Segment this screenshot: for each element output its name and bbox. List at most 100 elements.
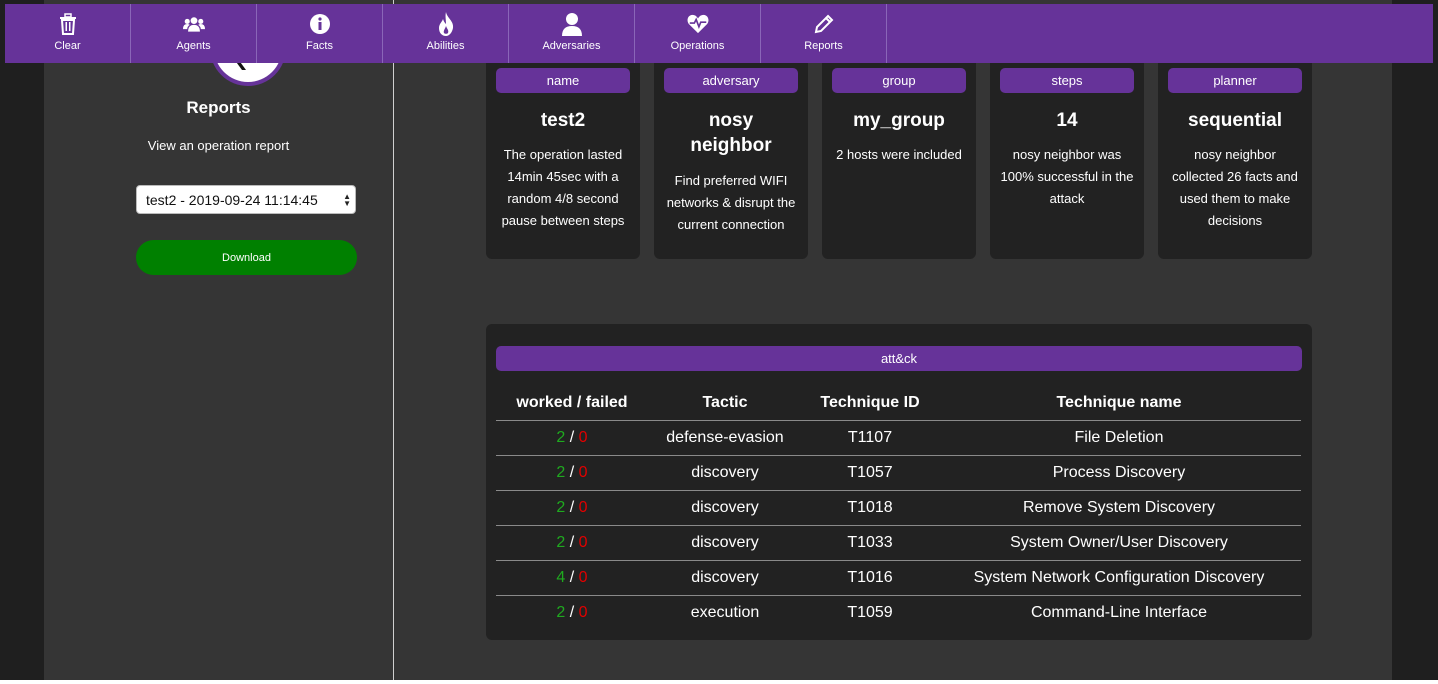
adversary-card: adversary nosy neighbor Find preferred W…	[654, 58, 808, 259]
col-header-technique-name: Technique name	[1056, 394, 1182, 411]
page-margin-left	[0, 0, 44, 684]
pencil-icon	[813, 13, 835, 35]
info-icon	[309, 13, 331, 35]
tactic-cell: discovery	[691, 499, 759, 516]
tactic-cell: execution	[690, 604, 760, 621]
nav-clear[interactable]: Clear	[5, 4, 131, 63]
report-select[interactable]: test2 - 2019-09-24 11:14:45 ▲ ▼	[136, 185, 356, 214]
failed-count: 0	[578, 604, 588, 621]
card-value: sequential	[1188, 110, 1282, 131]
col-header-tactic: Tactic	[702, 394, 748, 411]
page-subtitle: View an operation report	[147, 138, 290, 153]
tactic-cell: discovery	[691, 464, 759, 481]
tactic-cell: discovery	[691, 534, 759, 551]
count-separator: /	[569, 569, 575, 586]
technique-id-cell: T1033	[847, 534, 893, 551]
card-tag: adversary	[664, 68, 798, 93]
worked-count: 2	[556, 464, 566, 481]
count-separator: /	[569, 429, 575, 446]
worked-count: 2	[556, 534, 566, 551]
card-description: 2 hosts were included	[836, 147, 962, 162]
sidebar-divider	[393, 0, 394, 684]
group-card: group my_group 2 hosts were included	[822, 58, 976, 259]
planner-card: planner sequential nosy neighbor collect…	[1158, 58, 1312, 259]
worked-count: 2	[556, 604, 566, 621]
col-header-worked-failed: worked / failed	[516, 394, 628, 411]
worked-count: 4	[556, 569, 566, 586]
worked-failed-cell: 2 / 0	[496, 534, 648, 552]
technique-name-cell: File Deletion	[1074, 429, 1164, 446]
nav-operations[interactable]: Operations	[635, 4, 761, 63]
technique-name-cell: System Owner/User Discovery	[1010, 534, 1228, 551]
nav-reports[interactable]: Reports	[761, 4, 887, 63]
nav-abilities[interactable]: Abilities	[383, 4, 509, 63]
worked-failed-cell: 2 / 0	[496, 464, 648, 482]
nav-label: Facts	[306, 40, 333, 52]
nav-label: Clear	[54, 40, 81, 52]
worked-failed-cell: 2 / 0	[496, 499, 648, 517]
sidebar	[44, 0, 393, 684]
nav-facts[interactable]: Facts	[257, 4, 383, 63]
worked-count: 2	[556, 499, 566, 516]
technique-id-cell: T1057	[847, 464, 893, 481]
user-icon	[561, 13, 583, 36]
count-separator: /	[569, 464, 575, 481]
technique-name-cell: Process Discovery	[1052, 464, 1186, 481]
nav-label: Abilities	[426, 40, 465, 52]
table-row: 2 / 0 execution T1059 Command-Line Inter…	[496, 595, 1301, 631]
report-select-value: test2 - 2019-09-24 11:14:45	[146, 192, 318, 208]
name-card: name test2 The operation lasted 14min 45…	[486, 58, 640, 259]
card-description: nosy neighbor was 100% successful in the…	[1000, 147, 1134, 206]
nav-adversaries[interactable]: Adversaries	[509, 4, 635, 63]
worked-count: 2	[556, 429, 566, 446]
card-value: 14	[1056, 110, 1078, 131]
nav-label: Operations	[670, 40, 725, 52]
table-row: 2 / 0 defense-evasion T1107 File Deletio…	[496, 420, 1301, 456]
card-tag: group	[832, 68, 966, 93]
technique-id-cell: T1016	[847, 569, 893, 586]
card-description: Find preferred WIFI networks & disrupt t…	[666, 173, 796, 232]
failed-count: 0	[578, 534, 588, 551]
table-row: 4 / 0 discovery T1016 System Network Con…	[496, 560, 1301, 596]
fire-icon	[435, 12, 457, 36]
worked-failed-cell: 2 / 0	[496, 604, 648, 622]
count-separator: /	[569, 534, 575, 551]
card-value: nosy neighbor	[690, 110, 772, 156]
table-row: 2 / 0 discovery T1057 Process Discovery	[496, 455, 1301, 491]
tactic-cell: discovery	[691, 569, 759, 586]
technique-id-cell: T1018	[847, 499, 893, 516]
count-separator: /	[569, 499, 575, 516]
steps-card: steps 14 nosy neighbor was 100% successf…	[990, 58, 1144, 259]
card-value: my_group	[853, 110, 945, 131]
heartbeat-icon	[687, 13, 709, 35]
card-value: test2	[540, 110, 586, 131]
count-separator: /	[569, 604, 575, 621]
technique-name-cell: Command-Line Interface	[1030, 604, 1208, 621]
table-row: 2 / 0 discovery T1018 Remove System Disc…	[496, 490, 1301, 526]
technique-id-cell: T1059	[847, 604, 893, 621]
card-description: nosy neighbor collected 26 facts and use…	[1172, 147, 1298, 228]
failed-count: 0	[578, 569, 588, 586]
technique-name-cell: Remove System Discovery	[1022, 499, 1216, 516]
download-button[interactable]: Download	[136, 240, 357, 275]
failed-count: 0	[578, 429, 588, 446]
attack-tag: att&ck	[496, 346, 1302, 371]
nav-label: Reports	[804, 40, 843, 52]
select-arrows-icon: ▲ ▼	[343, 192, 351, 208]
card-tag: planner	[1168, 68, 1302, 93]
nav-agents[interactable]: Agents	[131, 4, 257, 63]
card-tag: steps	[1000, 68, 1134, 93]
trash-icon	[57, 13, 79, 35]
attack-table-panel: att&ck worked / failed Tactic Technique …	[486, 324, 1312, 640]
worked-failed-cell: 4 / 0	[496, 569, 648, 587]
technique-name-cell: System Network Configuration Discovery	[973, 569, 1265, 586]
bottom-edge	[0, 680, 1438, 684]
worked-failed-cell: 2 / 0	[496, 429, 648, 447]
page-title: Reports	[186, 98, 251, 117]
tactic-cell: defense-evasion	[666, 429, 784, 446]
technique-id-cell: T1107	[847, 429, 893, 446]
col-header-technique-id: Technique ID	[820, 394, 920, 411]
users-icon	[182, 13, 205, 35]
failed-count: 0	[578, 464, 588, 481]
